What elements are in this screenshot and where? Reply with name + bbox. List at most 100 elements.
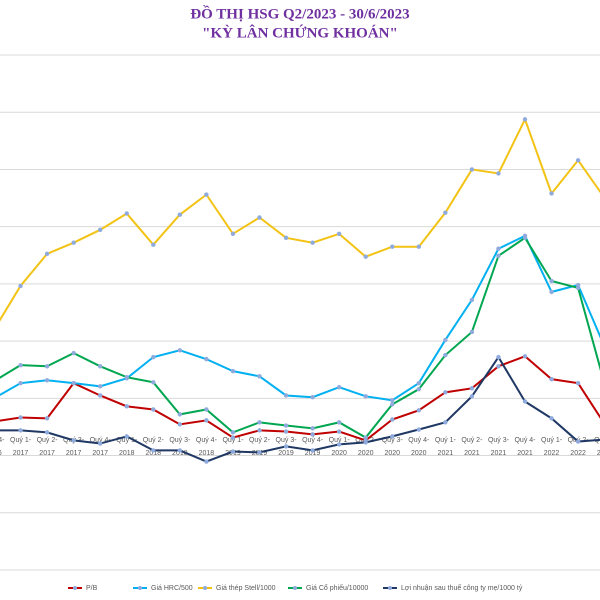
data-point: [177, 448, 183, 453]
data-point: [310, 426, 315, 431]
data-point: [443, 420, 448, 425]
data-point: [416, 386, 421, 392]
data-point: [124, 434, 129, 439]
data-point: [71, 438, 76, 443]
x-tick-label: Quý 2-2017: [37, 437, 59, 457]
x-tick-label: Quý 2-2018: [143, 437, 165, 457]
data-point: [44, 251, 50, 257]
data-point: [98, 227, 103, 233]
data-point: [230, 449, 236, 454]
data-point: [496, 354, 501, 360]
data-point: [416, 244, 421, 249]
data-point: [177, 212, 183, 217]
data-point: [363, 435, 368, 440]
data-point: [549, 376, 554, 382]
data-point: [469, 297, 475, 303]
data-point: [230, 231, 236, 237]
data-point: [390, 398, 395, 403]
legend-label: Giá thép Stell/1000: [216, 585, 276, 592]
data-point: [151, 380, 156, 385]
data-point: [469, 386, 475, 391]
data-point: [283, 444, 289, 449]
data-point: [204, 356, 209, 362]
data-point: [496, 171, 501, 176]
data-point: [124, 404, 129, 409]
data-point: [522, 399, 528, 404]
data-point: [230, 435, 236, 440]
data-point: [98, 441, 103, 446]
series-line: [0, 355, 600, 463]
data-point: [98, 364, 103, 369]
data-point: [204, 418, 209, 423]
data-point: [575, 380, 581, 386]
data-point: [230, 430, 236, 435]
data-point: [363, 394, 368, 399]
data-point: [151, 448, 156, 453]
legend-label: Lợi nhuận sau thuế công ty mẹ/1000 tỷ: [401, 583, 523, 592]
data-point: [71, 380, 76, 386]
data-point: [496, 364, 501, 369]
data-point: [575, 285, 581, 291]
data-point: [257, 428, 262, 433]
data-point: [549, 278, 554, 284]
data-point: [18, 362, 23, 368]
data-point: [204, 192, 209, 197]
data-point: [204, 459, 209, 464]
data-point: [310, 394, 315, 400]
data-point: [522, 235, 528, 241]
legend-marker: [293, 586, 297, 590]
data-point: [177, 422, 183, 427]
legend-label: Giá HRC/500: [151, 585, 193, 592]
data-point: [177, 348, 183, 353]
data-point: [257, 374, 262, 379]
data-point: [336, 442, 342, 447]
series-line: [0, 116, 600, 322]
data-point: [416, 408, 421, 413]
x-tick-label: Quý 3-2020: [382, 437, 404, 457]
data-point: [496, 246, 501, 251]
data-point: [44, 416, 50, 421]
data-point: [44, 378, 50, 383]
x-tick-label: Quý 4-2019: [302, 437, 324, 457]
x-tick-label: Quý 2-2021: [461, 437, 483, 457]
x-tick-label: Quý 4-2016: [0, 437, 5, 457]
legend-label: Giá Cổ phiếu/10000: [306, 583, 368, 592]
data-point: [124, 374, 129, 380]
data-point: [390, 244, 395, 249]
data-point: [283, 393, 289, 398]
legend-marker: [138, 586, 142, 590]
data-point: [443, 210, 448, 215]
data-point: [257, 450, 262, 455]
data-point: [71, 240, 76, 245]
data-point: [71, 350, 76, 356]
data-point: [522, 117, 528, 122]
data-point: [283, 423, 289, 428]
data-point: [336, 231, 342, 237]
data-point: [363, 254, 368, 259]
x-tick-label: Quý 1-2018: [116, 437, 138, 457]
x-tick-label: Quý 1-2022: [541, 437, 563, 457]
x-tick-label: Quý 1-2021: [435, 437, 457, 457]
data-point: [283, 429, 289, 434]
data-point: [390, 434, 395, 439]
chart-subtitle: "KỲ LÂN CHỨNG KHOÁN": [202, 24, 398, 41]
x-tick-label: Quý 3-2019: [276, 437, 298, 457]
data-point: [416, 427, 421, 432]
x-tick-label: Quý 3-2021: [488, 437, 510, 457]
data-point: [363, 440, 368, 445]
data-point: [443, 337, 448, 343]
data-point: [336, 429, 342, 434]
data-point: [204, 407, 209, 412]
data-point: [549, 191, 554, 196]
data-point: [151, 354, 156, 360]
legend-marker: [203, 586, 207, 590]
data-point: [18, 428, 23, 433]
data-point: [522, 354, 528, 359]
x-tick-label: Quý 4-2020: [408, 437, 430, 457]
data-point: [469, 329, 475, 335]
data-point: [443, 352, 448, 358]
data-point: [469, 167, 475, 172]
data-point: [151, 242, 156, 247]
x-tick-label: Quý 1-2020: [329, 437, 351, 457]
